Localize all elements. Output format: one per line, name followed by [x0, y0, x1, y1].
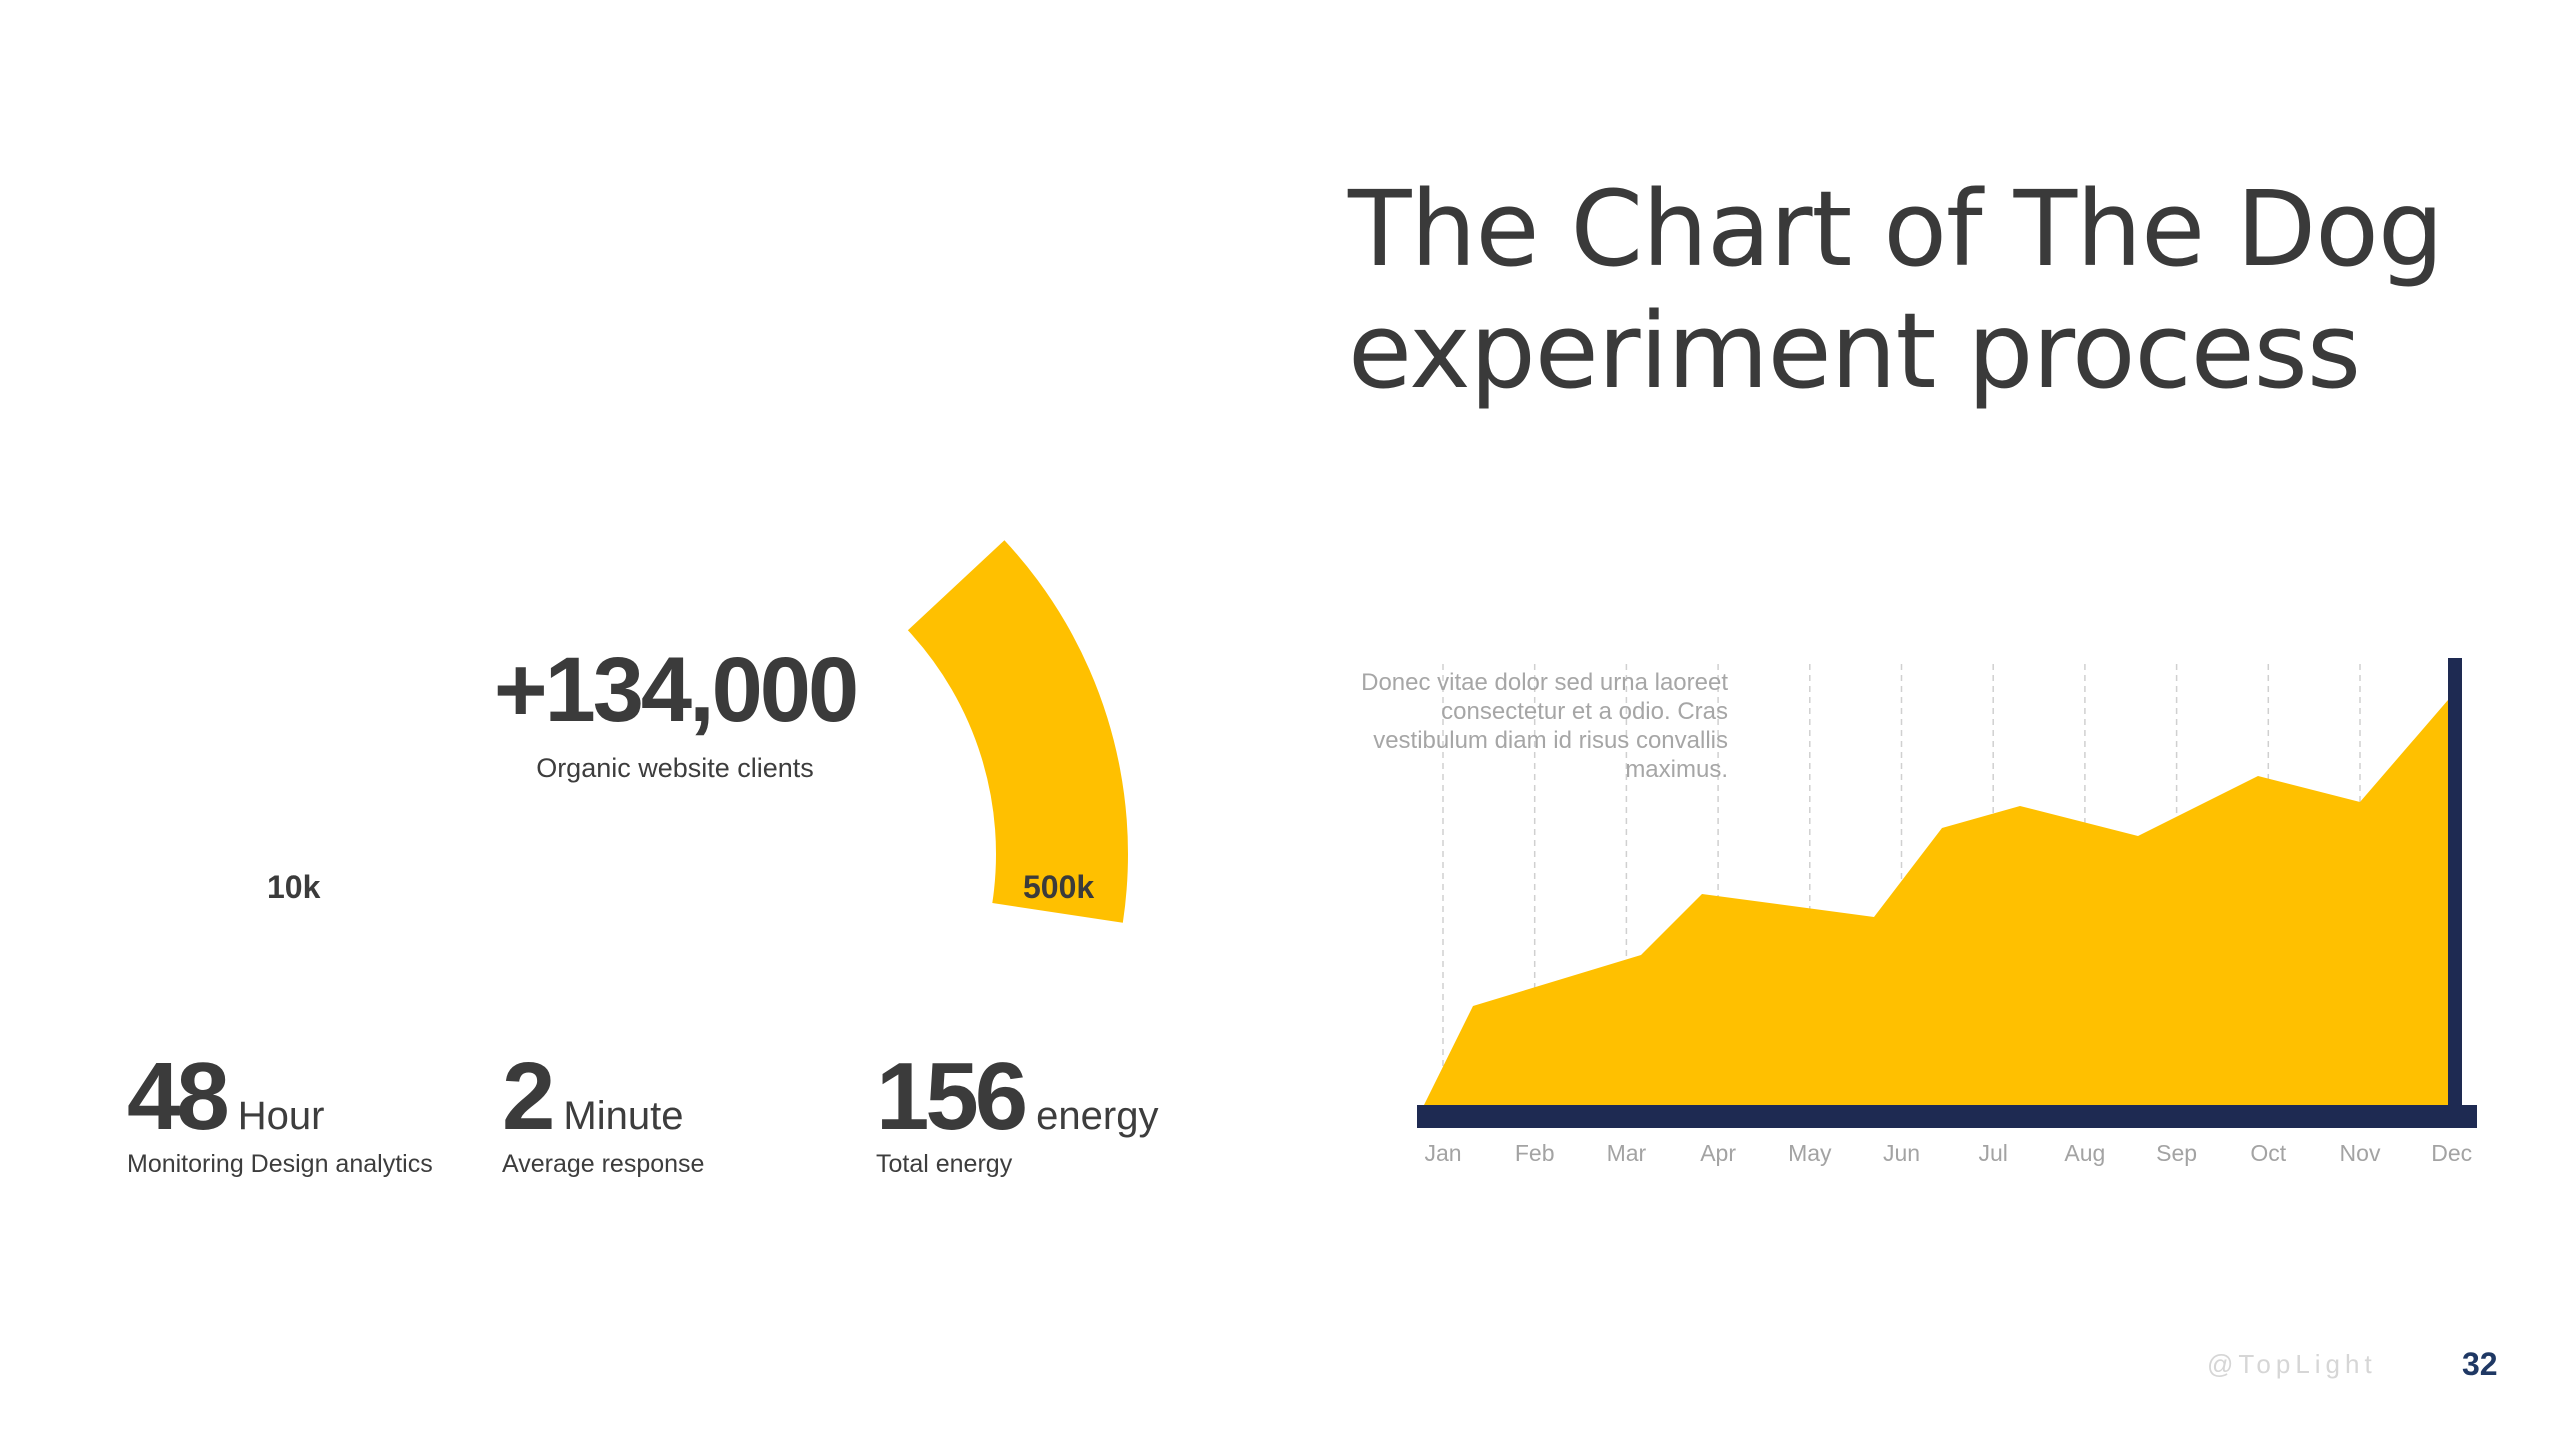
x-axis-label-oct: Oct [2250, 1140, 2287, 1166]
x-axis-label-feb: Feb [1514, 1140, 1555, 1166]
gauge-max-label: 500k [1023, 869, 1095, 905]
slide-title-line-1: The Chart of The Dog [1348, 168, 2444, 290]
gauge-caption: Organic website clients [536, 753, 814, 783]
stat-value: 2 [502, 1043, 555, 1150]
chart-y-axis-bar [2448, 658, 2462, 1128]
stat-minutes: 2 Minute [502, 1049, 684, 1145]
stat-unit: Hour [237, 1094, 325, 1138]
x-axis-label-apr: Apr [1700, 1140, 1736, 1166]
slide-title: The Chart of The Dog experiment process [1348, 168, 2444, 412]
page-number: 32 [2462, 1346, 2498, 1382]
stat-value: 156 [876, 1043, 1028, 1150]
x-axis-label-may: May [1788, 1140, 1832, 1166]
gauge-arc [907, 540, 1128, 923]
gauge-fill-segment [907, 540, 1128, 923]
stat-energy: 156 energy [876, 1049, 1159, 1145]
x-axis-label-jul: Jul [1978, 1140, 2008, 1166]
brand-watermark: @TopLight [2207, 1349, 2377, 1379]
gauge-min-label: 10k [267, 869, 321, 905]
stat-hours: 48 Hour [127, 1049, 325, 1145]
stat-unit: energy [1036, 1094, 1159, 1138]
stat-value: 48 [127, 1043, 230, 1150]
x-axis-label-nov: Nov [2339, 1140, 2381, 1166]
stat-label: Average response [502, 1150, 705, 1178]
gauge-value: +134,000 [493, 639, 859, 741]
x-axis-label-mar: Mar [1606, 1140, 1647, 1166]
stat-unit: Minute [563, 1094, 684, 1138]
chart-x-axis-bar [1417, 1105, 2477, 1128]
x-axis-label-dec: Dec [2431, 1140, 2473, 1166]
stat-label: Monitoring Design analytics [127, 1150, 433, 1178]
x-axis-label-sep: Sep [2156, 1140, 2198, 1166]
x-axis-label-jan: Jan [1424, 1140, 1462, 1166]
x-axis-label-aug: Aug [2064, 1140, 2106, 1166]
chart-description: Donec vitae dolor sed urna laoreet conse… [1361, 669, 1728, 783]
x-axis-label-jun: Jun [1882, 1140, 1921, 1166]
chart-area-series [1424, 700, 2448, 1105]
slide-title-line-2: experiment process [1348, 290, 2361, 412]
stat-label: Total energy [876, 1150, 1013, 1178]
